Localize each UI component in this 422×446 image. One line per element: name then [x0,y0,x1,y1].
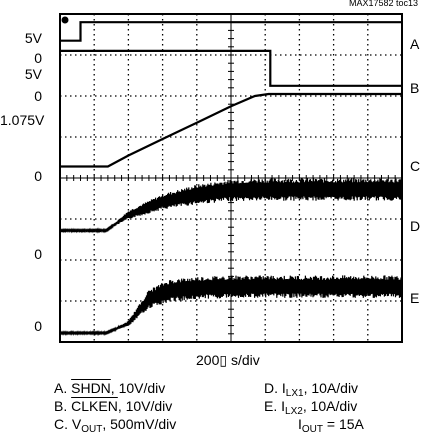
marker-c-zero: 0 [34,168,42,184]
trace-letter-d: D [410,218,421,234]
time-scale-label: 200▯ s/div [196,352,260,368]
marker-b-level: 5V [24,66,42,82]
marker-a-level: 5V [24,30,42,46]
trace-c [60,92,402,168]
marker-e-zero: 0 [34,318,42,334]
trace-letter-e: E [410,290,420,306]
caption-a: A. SHDN, 10V/div [54,380,166,396]
caption-e: E. ILX2, 10A/div [264,398,358,417]
figure-tag: MAX17582 toc13 [348,0,418,8]
scope-grid [59,13,403,343]
trace-d [59,178,403,234]
marker-b-zero: 0 [34,88,42,104]
trace-e [59,275,403,336]
trace-letter-c: C [410,158,421,174]
caption-b: B. CLKEN, 10V/div [54,398,173,414]
caption-d: D. ILX1, 10A/div [264,380,359,399]
trace-a [60,21,402,42]
caption-c: C. VOUT, 500mV/div [54,416,177,435]
caption-iout: IOUT = 15A [298,416,364,435]
trace-letter-a: A [410,36,420,52]
marker-a-zero: 0 [34,50,42,66]
scope-traces [59,21,403,336]
scope-frame [59,13,403,343]
trace-letter-b: B [410,80,420,96]
trace-b [60,49,402,87]
marker-d-zero: 0 [34,246,42,262]
trigger-marker [61,16,69,24]
marker-c-level: 1.075V [0,112,45,128]
